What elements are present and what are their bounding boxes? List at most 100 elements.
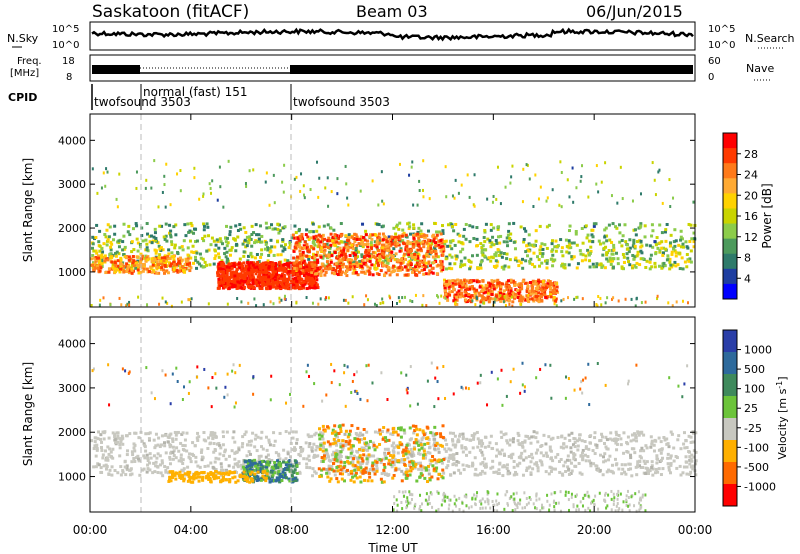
power-cell	[378, 257, 382, 261]
power-cell	[332, 267, 336, 271]
power-cell	[367, 269, 371, 273]
power-cell	[352, 237, 356, 241]
velocity-cell	[596, 468, 600, 472]
power-cell	[382, 301, 385, 305]
power-cell	[590, 233, 594, 237]
power-cell	[195, 251, 199, 255]
power-cell	[298, 270, 302, 274]
power-cell	[351, 271, 355, 275]
velocity-cell	[336, 435, 340, 439]
power-cell	[373, 240, 377, 244]
power-cell	[605, 234, 609, 238]
velocity-cell	[626, 435, 630, 439]
power-cell	[605, 253, 609, 257]
velocity-cell	[669, 462, 673, 466]
power-cell	[173, 246, 177, 250]
power-cell	[221, 261, 225, 265]
power-cell	[409, 299, 412, 303]
velocity-cell	[443, 447, 447, 451]
velocity-cell	[442, 471, 446, 475]
power-cell	[505, 240, 509, 244]
power-cell	[321, 233, 325, 237]
velocity-cell	[392, 463, 396, 467]
power-cell	[658, 241, 662, 245]
power-cell	[316, 258, 320, 262]
power-cell	[377, 249, 381, 253]
power-cell	[145, 242, 149, 246]
power-cell	[470, 287, 474, 291]
power-cell	[690, 237, 694, 241]
power-cell	[592, 222, 596, 226]
power-cell	[229, 273, 233, 277]
velocity-cell	[100, 448, 104, 452]
power-cell	[418, 179, 421, 183]
power-cell	[648, 244, 652, 248]
power-cell	[405, 247, 409, 251]
power-cell	[527, 289, 531, 293]
velocity-cell	[629, 439, 633, 443]
power-cell	[242, 254, 246, 258]
power-cell	[572, 200, 575, 204]
power-cell	[679, 229, 683, 233]
velocity-cell	[635, 439, 639, 443]
power-cell	[105, 243, 109, 247]
power-cell	[224, 240, 228, 244]
power-cell	[375, 304, 378, 308]
power-cell	[307, 282, 311, 286]
power-cell	[225, 258, 229, 262]
power-cell	[681, 299, 684, 303]
power-cell	[244, 181, 247, 185]
power-cell	[627, 260, 631, 264]
power-cell	[462, 234, 466, 238]
power-cell	[686, 258, 690, 262]
power-cell	[248, 273, 252, 277]
power-cell	[271, 271, 275, 275]
power-cell	[313, 286, 317, 290]
velocity-cell	[351, 460, 355, 464]
power-colorbar-label: Power [dB]	[760, 183, 774, 248]
power-cell	[114, 270, 118, 274]
velocity-cell	[584, 446, 588, 450]
power-cell	[692, 245, 696, 249]
power-cell	[571, 166, 574, 170]
power-cell	[291, 280, 295, 284]
power-cell	[216, 274, 220, 278]
power-cell	[326, 176, 329, 180]
power-cell	[190, 224, 194, 228]
power-cell	[455, 282, 459, 286]
power-cell	[256, 260, 260, 264]
power-cell	[272, 253, 276, 257]
power-cell	[248, 283, 252, 287]
velocity-cell	[467, 464, 471, 468]
power-cell	[327, 266, 331, 270]
power-cell	[469, 260, 473, 264]
power-cell	[231, 283, 235, 287]
power-cell	[462, 227, 466, 231]
power-cell	[300, 172, 303, 176]
power-cell	[436, 294, 439, 298]
power-cell	[301, 246, 305, 250]
power-cell	[454, 257, 458, 261]
velocity-cell	[617, 467, 621, 471]
power-cell	[653, 240, 657, 244]
power-cell	[580, 259, 584, 263]
power-cell	[541, 286, 545, 290]
power-cell	[589, 250, 593, 254]
velocity-cell	[335, 449, 339, 453]
velocity-cell	[455, 452, 459, 456]
power-cell	[614, 225, 618, 229]
velocity-cell	[636, 463, 640, 467]
velocity-cell	[351, 472, 355, 476]
power-cell	[376, 263, 380, 267]
power-cell	[252, 231, 256, 235]
velocity-cell	[124, 473, 128, 477]
power-cell	[265, 276, 269, 280]
power-cell	[260, 287, 264, 291]
power-cell	[532, 243, 536, 247]
power-cell	[170, 304, 173, 308]
power-cell	[253, 241, 257, 245]
velocity-cell	[189, 460, 193, 464]
power-cell	[441, 224, 445, 228]
power-cell	[102, 171, 105, 175]
power-cell	[496, 227, 500, 231]
